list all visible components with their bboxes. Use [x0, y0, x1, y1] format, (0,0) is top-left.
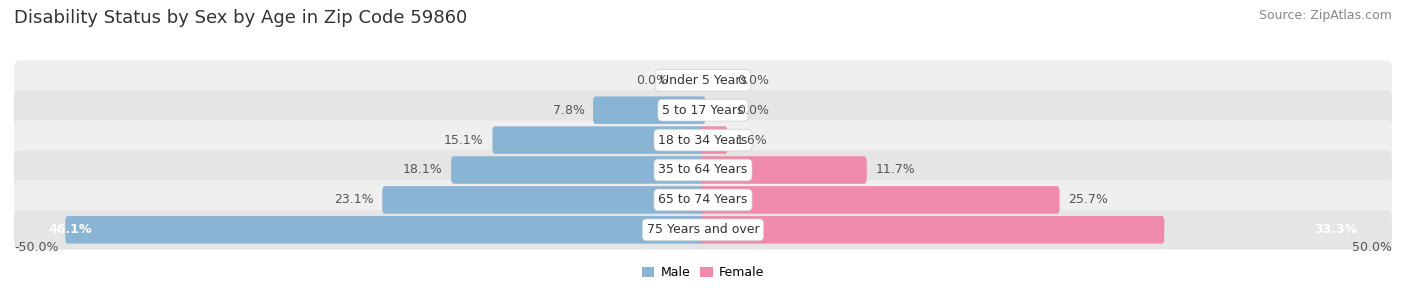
FancyBboxPatch shape [593, 96, 706, 124]
Text: 25.7%: 25.7% [1069, 193, 1108, 206]
Text: 11.7%: 11.7% [875, 164, 915, 177]
FancyBboxPatch shape [14, 60, 1392, 100]
Text: 46.1%: 46.1% [48, 223, 91, 236]
FancyBboxPatch shape [14, 90, 1392, 130]
Text: 35 to 64 Years: 35 to 64 Years [658, 164, 748, 177]
FancyBboxPatch shape [382, 186, 706, 214]
FancyBboxPatch shape [14, 180, 1392, 220]
Text: Source: ZipAtlas.com: Source: ZipAtlas.com [1258, 9, 1392, 22]
Text: 0.0%: 0.0% [738, 74, 769, 87]
FancyBboxPatch shape [14, 210, 1392, 250]
Legend: Male, Female: Male, Female [637, 261, 769, 285]
Text: 18 to 34 Years: 18 to 34 Years [658, 133, 748, 147]
FancyBboxPatch shape [492, 126, 706, 154]
Text: 18.1%: 18.1% [404, 164, 443, 177]
FancyBboxPatch shape [14, 120, 1392, 160]
Text: -50.0%: -50.0% [14, 241, 59, 254]
Text: 75 Years and over: 75 Years and over [647, 223, 759, 236]
Text: 23.1%: 23.1% [335, 193, 374, 206]
Text: 0.0%: 0.0% [738, 104, 769, 117]
FancyBboxPatch shape [65, 216, 706, 244]
Text: 65 to 74 Years: 65 to 74 Years [658, 193, 748, 206]
FancyBboxPatch shape [700, 156, 866, 184]
FancyBboxPatch shape [700, 126, 727, 154]
Text: 33.3%: 33.3% [1315, 223, 1358, 236]
Text: Disability Status by Sex by Age in Zip Code 59860: Disability Status by Sex by Age in Zip C… [14, 9, 467, 27]
Text: 0.0%: 0.0% [637, 74, 669, 87]
FancyBboxPatch shape [700, 216, 1164, 244]
FancyBboxPatch shape [14, 150, 1392, 190]
Text: 1.6%: 1.6% [737, 133, 768, 147]
FancyBboxPatch shape [700, 186, 1060, 214]
Text: Under 5 Years: Under 5 Years [659, 74, 747, 87]
Text: 7.8%: 7.8% [553, 104, 585, 117]
Text: 50.0%: 50.0% [1353, 241, 1392, 254]
Text: 15.1%: 15.1% [444, 133, 484, 147]
Text: 5 to 17 Years: 5 to 17 Years [662, 104, 744, 117]
FancyBboxPatch shape [451, 156, 706, 184]
